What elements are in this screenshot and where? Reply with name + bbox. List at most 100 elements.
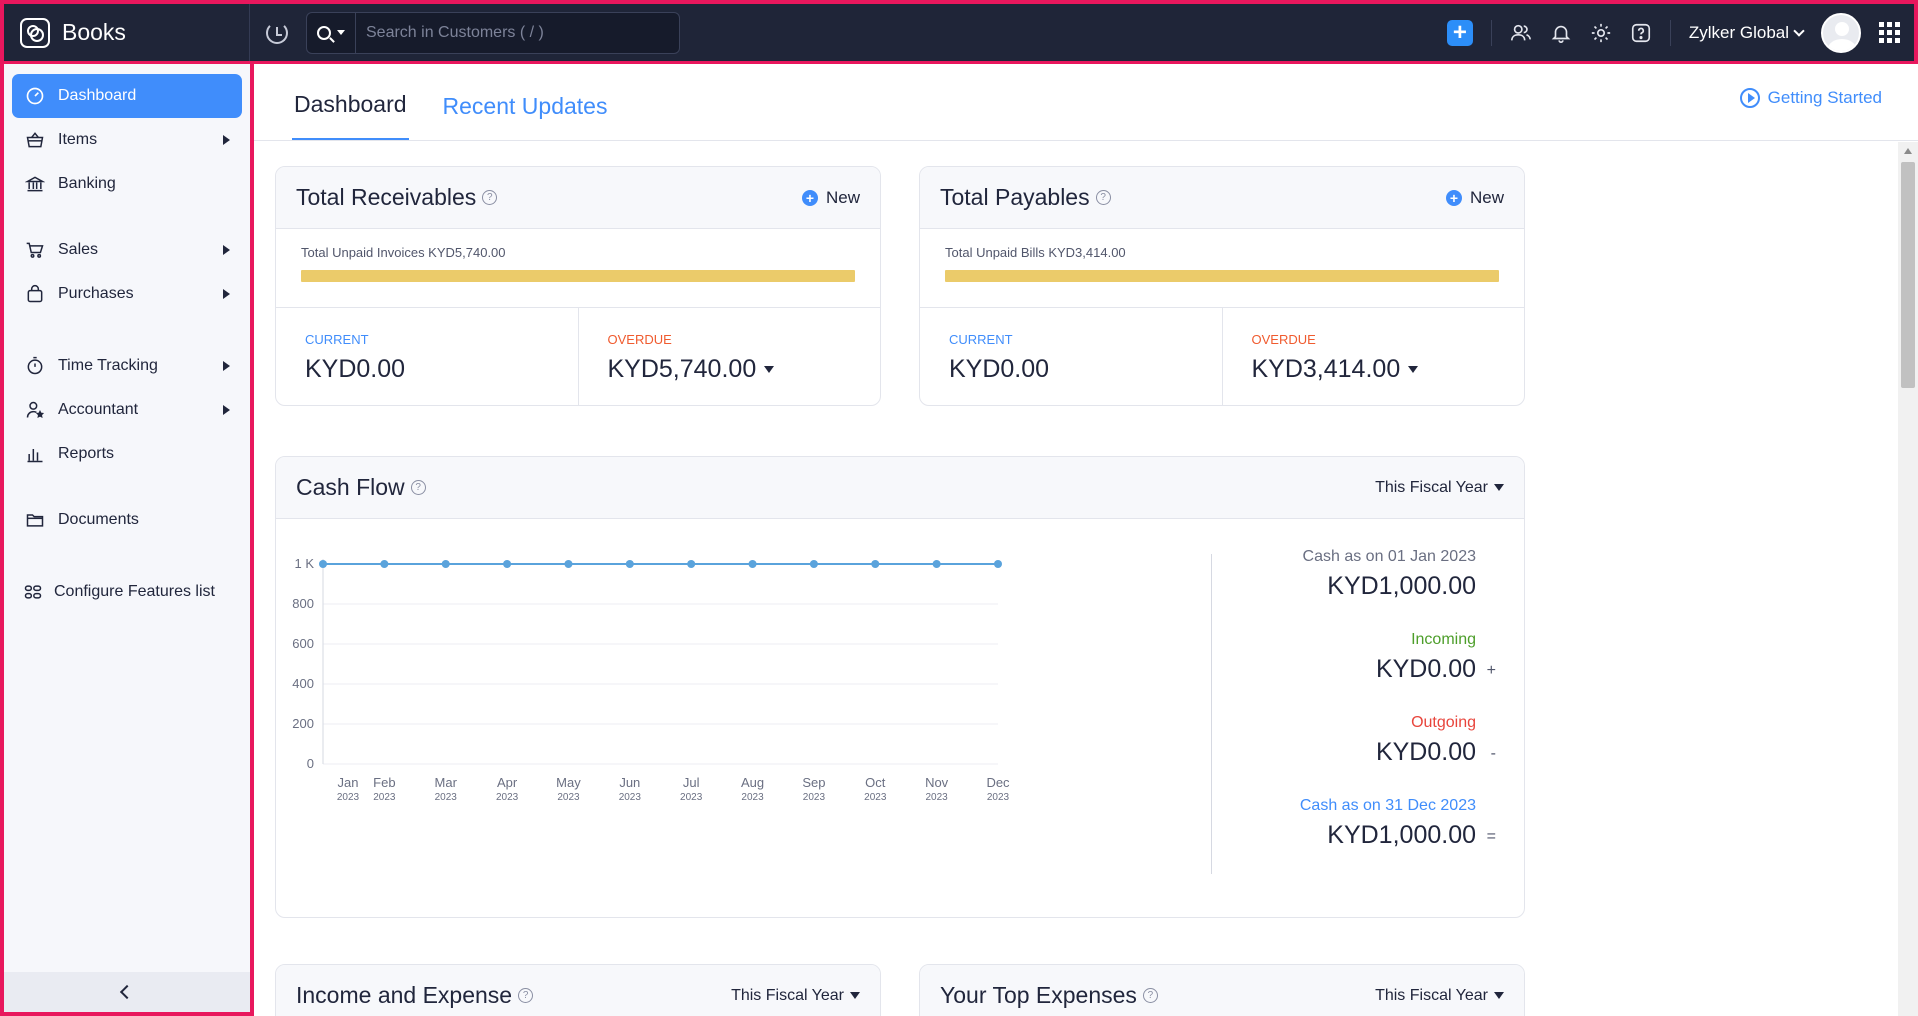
x-tick-label: Apr [497,775,518,790]
cash-flow-data-point [994,560,1002,568]
help-icon[interactable] [1630,22,1652,44]
cash-flow-data-point [503,560,512,568]
bell-icon[interactable] [1550,22,1572,44]
quick-create-button[interactable]: + [1446,19,1473,46]
sidebar-collapse-button[interactable] [4,972,250,1012]
tab-dashboard[interactable]: Dashboard [292,91,409,140]
caret-down-icon[interactable] [1408,366,1419,373]
organization-switcher[interactable]: Zylker Global [1689,23,1805,43]
dashboard-icon [24,85,46,107]
plus-circle-icon: + [801,189,818,206]
stat-label: OVERDUE [607,332,672,347]
caret-down-icon[interactable] [764,366,775,373]
stat-value: KYD5,740.00 [607,355,757,383]
sidebar-item-label: Time Tracking [58,357,158,374]
sidebar-item-sales[interactable]: Sales [12,228,242,272]
caret-right-icon [223,289,230,299]
x-tick-label: Nov [925,775,949,790]
current-receivables[interactable]: CURRENT KYD0.00 [276,308,578,405]
sidebar-item-reports[interactable]: Reports [12,432,242,476]
unpaid-progress-bar [945,270,1499,282]
help-icon[interactable]: ? [518,988,534,1003]
sidebar-nav: Dashboard Items Banking Sales Purchases … [4,64,250,624]
stat-label: OVERDUE [1251,332,1316,347]
sidebar-item-documents[interactable]: Documents [12,498,242,542]
period-dropdown[interactable]: This Fiscal Year [1375,987,1504,1005]
top-expenses-card: Your Top Expenses ? This Fiscal Year [919,964,1525,1016]
sidebar-item-banking[interactable]: Banking [12,162,242,206]
period-dropdown[interactable]: This Fiscal Year [1375,479,1504,497]
card-title: Cash Flow [296,474,405,500]
cash-flow-data-point [441,560,450,568]
chevron-left-icon [119,984,135,1000]
operator: + [1486,662,1496,679]
recent-activity-icon[interactable] [266,21,288,44]
sidebar: Dashboard Items Banking Sales Purchases … [0,61,254,1016]
overdue-payables[interactable]: OVERDUE KYD3,414.00 [1221,308,1525,405]
card-title: Total Receivables [296,184,477,210]
help-icon[interactable]: ? [1095,190,1111,205]
sidebar-item-configure-features[interactable]: Configure Features list [12,570,242,614]
caret-right-icon [223,135,230,145]
play-circle-icon [1739,88,1760,108]
sidebar-item-dashboard[interactable]: Dashboard [12,74,242,118]
avatar[interactable] [1821,12,1861,53]
scroll-up-arrow-icon[interactable] [1904,148,1912,154]
scrollbar-thumb[interactable] [1901,162,1915,388]
help-icon[interactable]: ? [410,480,426,495]
cash-flow-data-point [809,560,818,568]
current-payables[interactable]: CURRENT KYD0.00 [920,308,1222,405]
help-icon[interactable]: ? [1142,988,1158,1003]
x-tick-year-label: 2023 [557,792,580,803]
brand[interactable]: Books [4,4,250,61]
help-icon[interactable]: ? [482,190,498,205]
users-icon[interactable] [1510,22,1532,44]
cash-flow-data-point [380,560,389,568]
x-tick-label: May [556,775,581,790]
y-tick-label: 0 [307,756,314,771]
x-tick-year-label: 2023 [619,792,642,803]
x-tick-label: Sep [802,775,825,790]
card-title: Total Payables [940,184,1090,210]
new-bill-button[interactable]: + New [1445,188,1504,208]
dashboard-tabs: Dashboard Recent Updates Getting Started [254,64,1918,141]
page-scrollbar[interactable] [1898,142,1918,1016]
getting-started-link[interactable]: Getting Started [1739,88,1882,108]
gear-icon[interactable] [1590,22,1612,44]
new-invoice-button[interactable]: + New [801,188,860,208]
sum-value: KYD0.00 [1375,655,1476,683]
stat-label: CURRENT [305,332,369,347]
x-tick-label: Dec [986,775,1010,790]
stopwatch-icon [24,355,46,377]
stat-value: KYD3,414.00 [1251,355,1401,383]
caret-right-icon [223,405,230,415]
sum-value: KYD1,000.00 [1327,821,1476,849]
period-label: This Fiscal Year [731,986,844,1004]
cash-flow-data-point [319,560,327,568]
app-grid-icon[interactable] [1879,22,1900,43]
tab-recent-updates[interactable]: Recent Updates [442,93,608,119]
search-scope-dropdown[interactable] [307,12,356,53]
sidebar-item-time-tracking[interactable]: Time Tracking [12,344,242,388]
cash-flow-summary: Cash as on 01 Jan 2023 KYD1,000.00 Incom… [1211,548,1516,874]
sidebar-item-purchases[interactable]: Purchases [12,272,242,316]
unpaid-progress-bar [301,270,855,282]
receivables-card: Total Receivables ? + New Total Unpaid I… [275,166,881,406]
payables-card: Total Payables ? + New Total Unpaid Bill… [919,166,1525,406]
search-box [306,11,680,54]
period-dropdown[interactable]: This Fiscal Year [731,987,860,1005]
incoming-cash: Incoming KYD0.00 + [1212,631,1516,684]
search-input[interactable] [356,23,679,42]
app-name: Books [62,19,126,45]
cash-flow-data-point [932,560,941,568]
sidebar-item-accountant[interactable]: Accountant [12,388,242,432]
bank-icon [24,173,46,195]
x-tick-label: Jun [619,775,640,790]
sidebar-item-items[interactable]: Items [12,118,242,162]
sidebar-item-label: Accountant [58,401,139,418]
income-expense-card: Income and Expense ? This Fiscal Year [275,964,881,1016]
divider [1669,19,1671,46]
x-tick-year-label: 2023 [741,792,764,803]
overdue-receivables[interactable]: OVERDUE KYD5,740.00 [577,308,881,405]
sidebar-item-label: Configure Features list [54,583,215,600]
